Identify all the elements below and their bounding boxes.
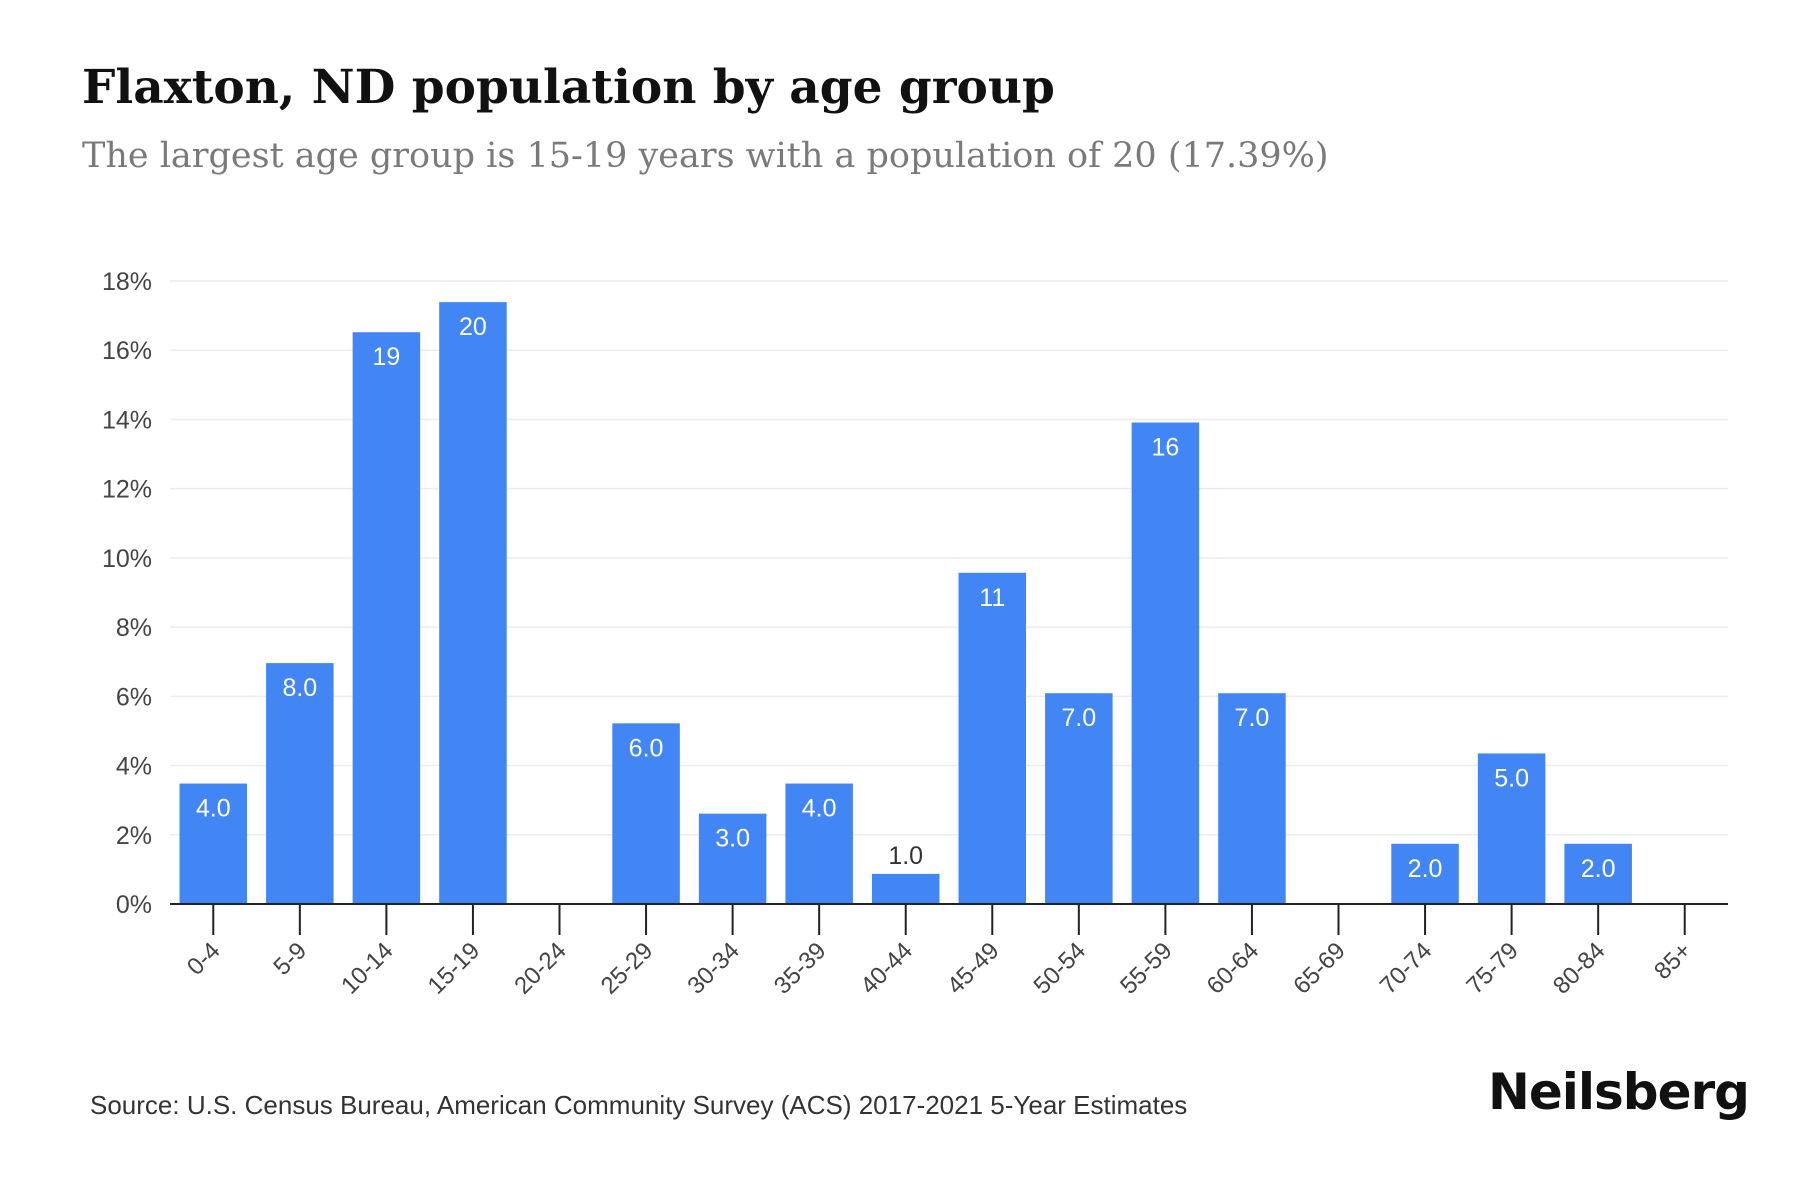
y-axis: 0% 2% 4% 6% 8% 10% 12% 14% 16% 18% [102, 268, 152, 919]
x-tick-label: 10-14 [336, 937, 399, 1000]
x-tick-label: 70-74 [1375, 937, 1438, 1000]
bar-value-label: 20 [459, 313, 487, 341]
bar-value-label: 4.0 [196, 795, 231, 823]
x-tick-label: 45-49 [942, 937, 1005, 1000]
bar [1045, 693, 1113, 904]
y-tick-label: 6% [116, 683, 152, 711]
bar-value-label: 4.0 [802, 795, 837, 823]
x-tick-label: 50-54 [1029, 937, 1092, 1000]
bar-value-label: 16 [1151, 434, 1179, 462]
y-tick-label: 18% [102, 268, 152, 296]
x-tick-label: 80-84 [1548, 937, 1611, 1000]
bar-value-label: 8.0 [282, 674, 317, 702]
x-tick-label: 20-24 [509, 937, 572, 1000]
bar-value-labels: 4.0 8.0 19 20 6.0 3.0 4.0 1.0 11 7.0 16 7.0 2.0 5.0 2.… [196, 313, 1616, 883]
bar-value-label: 7.0 [1235, 704, 1270, 732]
bar [266, 663, 334, 904]
bar-value-label: 5.0 [1494, 764, 1529, 792]
bar-value-label: 7.0 [1061, 704, 1096, 732]
bar [1564, 843, 1632, 904]
bar [439, 302, 507, 904]
y-tick-label: 4% [116, 753, 152, 781]
bar-value-label: 1.0 [888, 842, 923, 870]
chart-subtitle: The largest age group is 15-19 years wit… [82, 136, 1329, 176]
bar-value-label: 19 [372, 343, 400, 371]
x-tick-label: 0-4 [182, 937, 226, 981]
y-tick-label: 2% [116, 822, 152, 850]
x-tick-label: 5-9 [268, 937, 312, 981]
gridlines [170, 280, 1728, 836]
x-tick-label: 35-39 [769, 937, 832, 1000]
x-tick-label: 40-44 [855, 937, 918, 1000]
brand-logo: Neilsberg [1488, 1063, 1750, 1121]
x-tick-label: 65-69 [1288, 937, 1351, 1000]
x-tick-label: 60-64 [1202, 937, 1265, 1000]
bar [785, 783, 853, 904]
x-tick-label: 55-59 [1115, 937, 1178, 1000]
bar-value-label: 11 [979, 584, 1005, 612]
y-tick-label: 16% [102, 337, 152, 365]
bars [179, 302, 1632, 904]
bar [958, 572, 1027, 904]
bar [1391, 843, 1459, 904]
x-tick-label: 15-19 [423, 937, 486, 1000]
x-tick-label: 30-34 [682, 937, 745, 1000]
x-axis: 0-4 5-9 10-14 15-19 20-24 25-29 30-34 35-39 40-4… [170, 903, 1728, 1000]
source-note: Source: U.S. Census Bureau, American Com… [90, 1090, 1188, 1120]
bar [352, 332, 421, 904]
bar-value-label: 2.0 [1581, 855, 1616, 883]
bar [698, 813, 767, 904]
y-tick-label: 8% [116, 614, 152, 642]
bar [1218, 693, 1286, 904]
bar [1131, 422, 1200, 904]
x-tick-label: 75-79 [1461, 937, 1524, 1000]
x-tick-label: 25-29 [596, 937, 659, 1000]
bar [179, 783, 248, 904]
bar [612, 723, 680, 904]
y-tick-label: 12% [102, 476, 152, 504]
bar-value-label: 2.0 [1408, 855, 1443, 883]
x-tick-label: 85+ [1649, 937, 1697, 985]
bar-value-label: 3.0 [715, 825, 750, 853]
bar [1477, 753, 1546, 904]
bar-value-label: 6.0 [629, 734, 664, 762]
chart-title: Flaxton, ND population by age group [82, 60, 1055, 115]
bar [871, 873, 940, 904]
y-tick-label: 14% [102, 406, 152, 434]
y-tick-label: 0% [116, 891, 152, 919]
y-tick-label: 10% [102, 545, 152, 573]
